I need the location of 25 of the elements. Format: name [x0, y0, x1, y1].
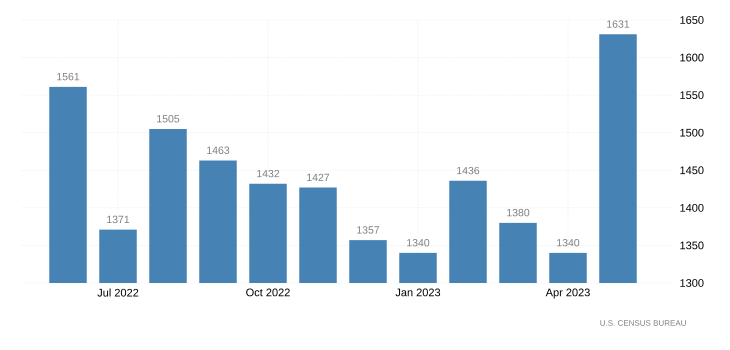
- data-label: 1505: [157, 114, 180, 122]
- y-tick-label: 1550: [680, 91, 704, 100]
- data-label: 1380: [507, 208, 530, 216]
- y-tick-label: 1650: [680, 16, 704, 24]
- data-label: 1463: [207, 146, 230, 154]
- data-label: 1432: [257, 170, 280, 178]
- y-tick-label: 1300: [680, 279, 704, 287]
- x-tick-label: Oct 2022: [246, 288, 290, 296]
- data-label: 1357: [357, 226, 380, 234]
- x-tick-label: Jul 2022: [97, 288, 138, 297]
- data-label: 1561: [57, 72, 80, 80]
- data-label: 1371: [107, 216, 130, 224]
- data-label: 1340: [407, 238, 430, 246]
- text: U.S. CENSUS BUREAU: [600, 320, 686, 326]
- x-tick-label: Jan 2023: [396, 288, 440, 296]
- data-label: 1631: [607, 20, 630, 28]
- data-label: 1340: [557, 238, 580, 246]
- y-tick-label: 1600: [680, 54, 704, 62]
- data-label: 1427: [307, 174, 330, 182]
- data-label: 1436: [457, 166, 480, 174]
- y-tick-label: 1400: [680, 204, 704, 212]
- y-tick-label: 1500: [680, 128, 704, 137]
- y-tick-label: 1350: [680, 242, 704, 250]
- x-tick-label: Apr 2023: [546, 288, 590, 298]
- y-tick-label: 1450: [680, 166, 704, 174]
